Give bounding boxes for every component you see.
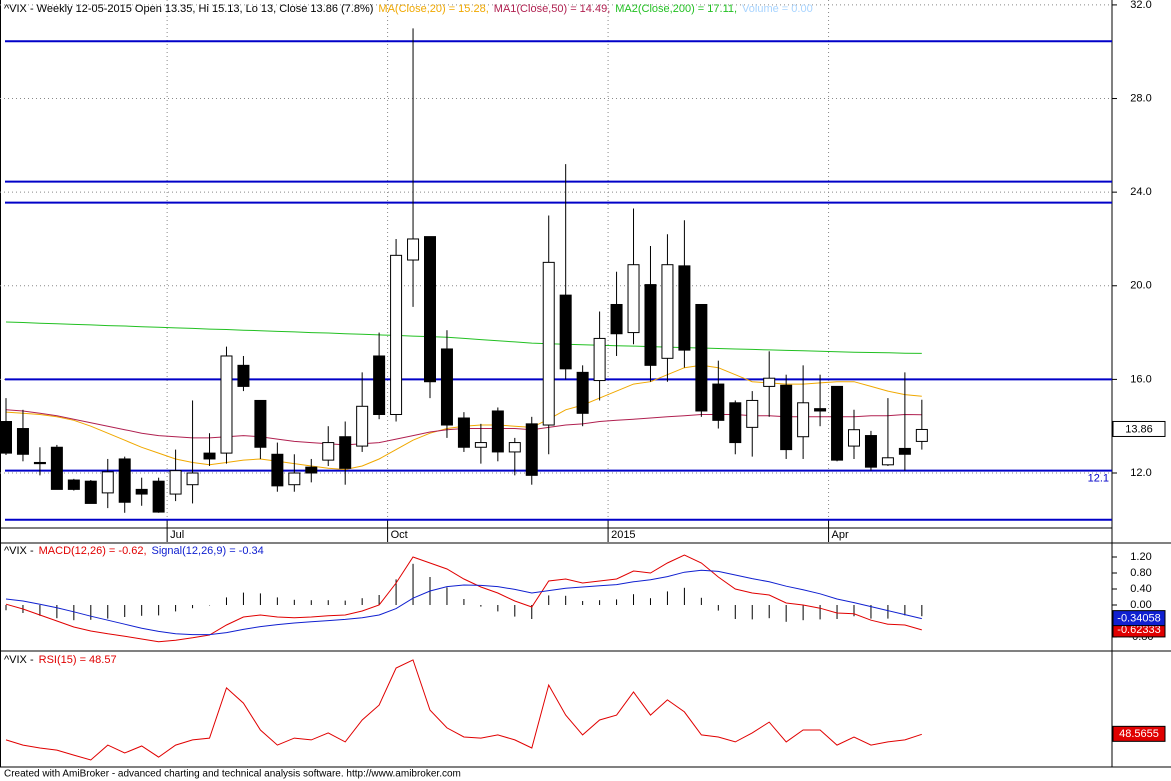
panel-title: ^VIX - RSI(15) = 48.57 — [4, 654, 117, 666]
candle-body — [559, 294, 572, 370]
title-text: ^VIX - — [4, 654, 34, 666]
y-tick-label: 32.0 — [1130, 0, 1151, 11]
candle-body — [915, 428, 928, 442]
candle-body — [203, 452, 216, 460]
candle-body — [491, 410, 504, 453]
legend-entry: MA1(Close,50) = 14.49, — [494, 3, 610, 15]
value-box — [1112, 420, 1166, 437]
legend-entry: Signal(12,26,9) = -0.34 — [152, 545, 264, 557]
candle-body — [763, 377, 776, 387]
candle-body — [678, 265, 691, 351]
candle-body — [322, 442, 335, 461]
candle-body — [390, 254, 403, 415]
candle-body — [712, 383, 725, 421]
x-tick-label: 2015 — [611, 529, 635, 541]
candle-body — [135, 488, 148, 495]
legend-entry: RSI(15) = 48.57 — [39, 654, 117, 666]
candle-body — [831, 385, 844, 461]
candle-body — [797, 402, 810, 438]
value-box — [1112, 725, 1166, 742]
candle-body — [627, 264, 640, 334]
candle-body — [169, 470, 182, 495]
candle-body — [373, 355, 386, 415]
candle-body — [593, 337, 606, 382]
candle-body — [152, 480, 165, 513]
legend-entry: Volume = 0.00 — [742, 3, 813, 15]
candle-body — [474, 442, 487, 448]
candle-body — [0, 421, 12, 454]
candle-body — [186, 472, 199, 486]
candle-body — [848, 429, 860, 447]
candle-body — [67, 479, 80, 490]
series-line — [5, 569, 922, 636]
candle-body — [271, 453, 284, 487]
y-tick-label: 16.0 — [1130, 373, 1151, 385]
x-tick-label: Oct — [391, 529, 408, 541]
candle-body — [356, 405, 369, 447]
candle-body — [525, 423, 538, 476]
candle-body — [814, 408, 827, 412]
candle-body — [576, 371, 589, 414]
candle-body — [339, 436, 352, 469]
title-text: ^VIX - — [4, 545, 34, 557]
y-tick-label: 24.0 — [1130, 186, 1151, 198]
y-tick-label: 0.00 — [1130, 599, 1151, 611]
candle-body — [84, 480, 97, 504]
series-line — [5, 659, 922, 761]
value-label: 48.5655 — [1119, 728, 1159, 740]
footer: Created with AmiBroker - advanced charti… — [4, 769, 461, 780]
y-tick-label: 12.0 — [1130, 467, 1151, 479]
y-tick-label: 0.40 — [1130, 583, 1151, 595]
legend-entry: MA(Close,20) = 15.28, — [378, 3, 488, 15]
candle-body — [881, 457, 894, 466]
candle-body — [695, 303, 708, 412]
value-box — [1112, 610, 1166, 627]
legend-entry: MA2(Close,200) = 17.11, — [615, 3, 737, 15]
candle-body — [254, 399, 267, 448]
y-tick-label: 0.80 — [1130, 567, 1151, 579]
value-label: 13.86 — [1125, 423, 1153, 435]
candle-body — [237, 364, 250, 387]
x-tick-label: Apr — [832, 529, 849, 541]
candle-body — [33, 461, 46, 465]
candle-body — [407, 238, 420, 261]
candle-body — [864, 435, 877, 468]
y-tick-label: 28.0 — [1130, 92, 1151, 104]
candle-body — [898, 447, 911, 455]
y-tick-label: 20.0 — [1130, 280, 1151, 292]
candle-body — [288, 472, 301, 486]
candle-body — [729, 402, 742, 444]
candle-body — [746, 399, 759, 428]
panel-title: ^VIX - MACD(12,26) = -0.62, Signal(12,26,9… — [4, 545, 264, 557]
value-label: -0.34058 — [1117, 613, 1160, 625]
y-tick-label: 1.20 — [1130, 551, 1151, 563]
candle-body — [220, 355, 233, 454]
title-text: ^VIX - Weekly 12-05-2015 Open 13.35, Hi … — [4, 3, 373, 15]
candle-body — [644, 284, 657, 366]
level-label: 12.1 — [1088, 473, 1109, 485]
candle-body — [661, 264, 674, 359]
candle-body — [440, 348, 453, 426]
candle-body — [780, 384, 793, 451]
panel-title: ^VIX - Weekly 12-05-2015 Open 13.35, Hi … — [4, 3, 813, 15]
candle-body — [118, 458, 131, 503]
candle-body — [16, 428, 29, 455]
value-label: -0.62333 — [1117, 624, 1160, 636]
candle-body — [424, 236, 436, 383]
series-line — [5, 321, 922, 354]
candle-body — [610, 303, 623, 335]
legend-entry: MACD(12,26) = -0.62, — [39, 545, 147, 557]
series-line — [5, 554, 922, 643]
candle-body — [305, 466, 318, 474]
candle-body — [457, 417, 470, 448]
candle-body — [101, 471, 114, 494]
x-tick-label: Jul — [170, 529, 184, 541]
candle-body — [50, 446, 63, 490]
candle-body — [542, 261, 555, 426]
candle-body — [508, 442, 521, 453]
